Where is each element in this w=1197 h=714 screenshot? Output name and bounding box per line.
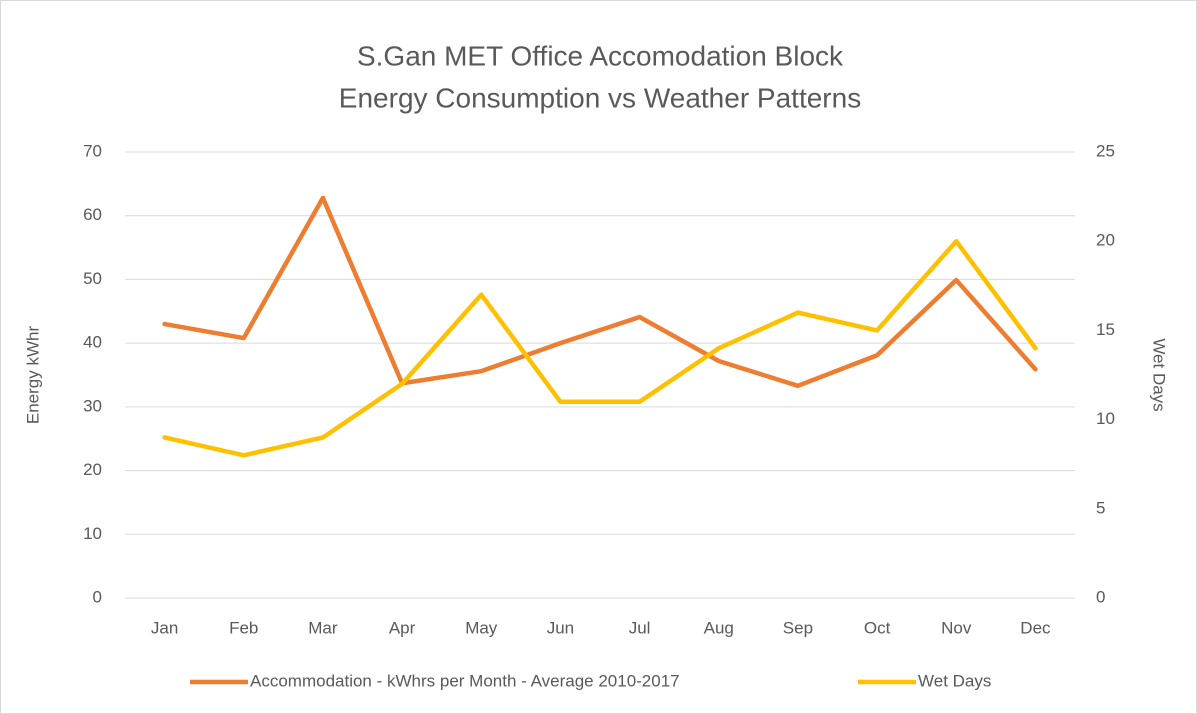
- y-tick-label: 10: [83, 524, 102, 543]
- y-tick-label: 50: [83, 269, 102, 288]
- x-tick-label: Sep: [783, 618, 813, 637]
- legend-label: Accommodation - kWhrs per Month - Averag…: [250, 671, 680, 690]
- chart-title: Energy Consumption vs Weather Patterns: [339, 82, 861, 113]
- y-tick-label: 60: [83, 205, 102, 224]
- legend-label: Wet Days: [918, 671, 991, 690]
- data-line: [162, 195, 1038, 389]
- y-tick-label: 20: [83, 460, 102, 479]
- y-tick-label: 70: [83, 141, 102, 160]
- x-tick-label: Mar: [308, 618, 338, 637]
- data-line: [162, 238, 1038, 458]
- y2-tick-label: 0: [1096, 587, 1105, 606]
- y2-axis-label: Wet Days: [1150, 338, 1169, 411]
- x-tick-label: Nov: [941, 618, 972, 637]
- y-tick-label: 40: [83, 333, 102, 352]
- chart-title: S.Gan MET Office Accomodation Block: [357, 40, 844, 71]
- y2-tick-label: 10: [1096, 409, 1115, 428]
- y-tick-label: 0: [93, 587, 102, 606]
- y-axis-label: Energy kWhr: [23, 326, 42, 425]
- y2-tick-label: 20: [1096, 231, 1115, 250]
- x-tick-label: Dec: [1020, 618, 1051, 637]
- y2-tick-label: 15: [1096, 320, 1115, 339]
- x-tick-label: Jan: [151, 618, 178, 637]
- y-tick-label: 30: [83, 396, 102, 415]
- x-tick-label: Feb: [229, 618, 258, 637]
- x-tick-label: Aug: [704, 618, 734, 637]
- x-tick-label: May: [465, 618, 498, 637]
- x-tick-label: Jun: [547, 618, 574, 637]
- y2-tick-label: 25: [1096, 141, 1115, 160]
- x-tick-label: Oct: [864, 618, 891, 637]
- x-tick-label: Jul: [629, 618, 651, 637]
- x-tick-label: Apr: [389, 618, 416, 637]
- y2-tick-label: 5: [1096, 498, 1105, 517]
